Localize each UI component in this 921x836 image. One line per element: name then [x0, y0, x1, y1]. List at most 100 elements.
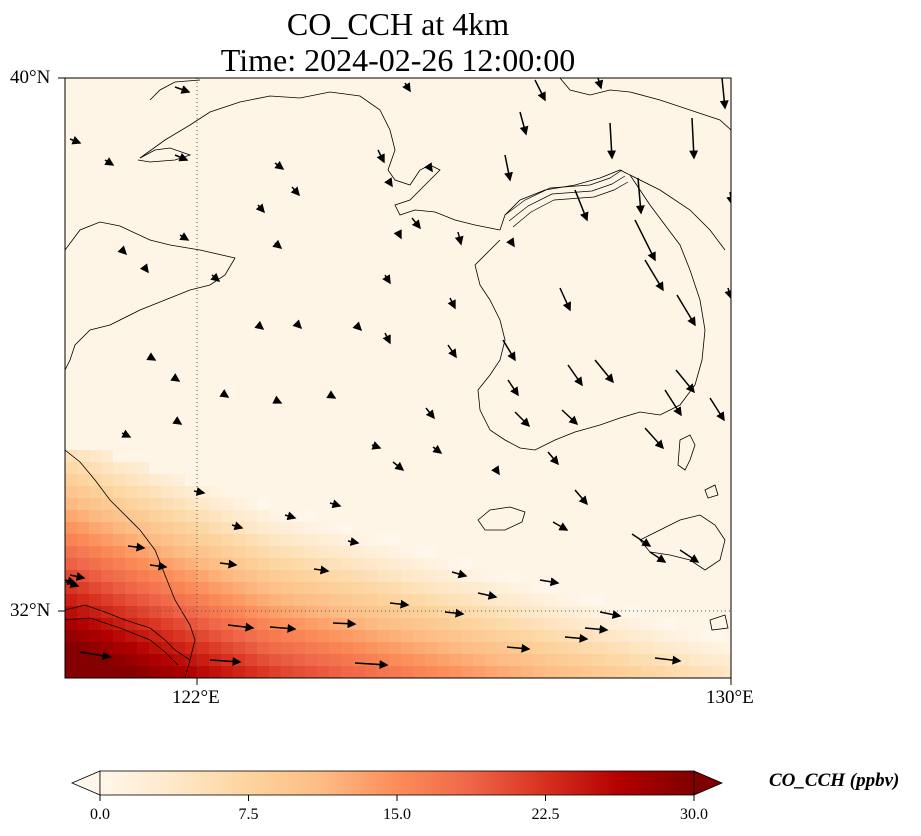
field-cell [461, 462, 474, 475]
field-cell [257, 474, 270, 487]
field-cell [449, 654, 462, 667]
field-cell [497, 582, 510, 595]
field-cell [665, 270, 678, 283]
field-cell [185, 390, 198, 403]
field-cell [497, 258, 510, 271]
field-cell [425, 318, 438, 331]
field-cell [413, 522, 426, 535]
field-cell [593, 342, 606, 355]
field-cell [293, 546, 306, 559]
field-cell [245, 450, 258, 463]
field-cell [149, 462, 162, 475]
field-cell [569, 462, 582, 475]
field-cell [497, 306, 510, 319]
field-cell [473, 618, 486, 631]
field-cell [317, 630, 330, 643]
field-cell [293, 642, 306, 655]
field-cell [221, 534, 234, 547]
field-cell [269, 414, 282, 427]
field-cell [173, 222, 186, 235]
field-cell [461, 330, 474, 343]
field-cell [161, 450, 174, 463]
field-cell [413, 198, 426, 211]
field-cell [413, 282, 426, 295]
field-cell [413, 642, 426, 655]
field-cell [593, 306, 606, 319]
field-cell [629, 162, 642, 175]
wind-arrow [599, 610, 622, 619]
colorbar-tick-3: 22.5 [531, 806, 560, 823]
field-cell [329, 354, 342, 367]
field-cell [401, 246, 414, 259]
field-cell [629, 474, 642, 487]
field-cell [365, 486, 378, 499]
field-cell [209, 534, 222, 547]
field-cell [545, 414, 558, 427]
field-cell [257, 246, 270, 259]
field-cell [569, 630, 582, 643]
field-cell [149, 534, 162, 547]
field-cell [713, 450, 726, 463]
field-cell [305, 510, 318, 523]
field-cell [245, 246, 258, 259]
field-cell [377, 594, 390, 607]
field-cell [533, 618, 546, 631]
field-cell [521, 630, 534, 643]
field-cell [161, 258, 174, 271]
field-cell [257, 354, 270, 367]
field-cell [485, 186, 498, 199]
field-cell [221, 318, 234, 331]
field-cell [473, 222, 486, 235]
field-cell [509, 162, 522, 175]
field-cell [569, 498, 582, 511]
field-cell [569, 174, 582, 187]
field-cell [677, 570, 690, 583]
field-cell [221, 402, 234, 415]
field-cell [209, 354, 222, 367]
field-cell [425, 342, 438, 355]
field-cell [497, 510, 510, 523]
field-cell [89, 378, 102, 391]
field-cell [317, 198, 330, 211]
field-cell [521, 666, 534, 678]
field-cell [389, 210, 402, 223]
wind-arrow [634, 219, 656, 262]
field-cell [701, 318, 714, 331]
field-cell [161, 474, 174, 487]
field-cell [509, 222, 522, 235]
field-cell [77, 546, 90, 559]
field-cell [641, 282, 654, 295]
field-cell [341, 138, 354, 151]
field-cell [497, 78, 510, 91]
field-cell [521, 282, 534, 295]
field-cell [269, 258, 282, 271]
field-cell [533, 522, 546, 535]
field-cell [569, 378, 582, 391]
field-cell [149, 342, 162, 355]
field-cell [233, 402, 246, 415]
field-cell [569, 306, 582, 319]
field-cell [689, 258, 702, 271]
field-cell [665, 486, 678, 499]
field-cell [365, 222, 378, 235]
field-cell [221, 378, 234, 391]
field-cell [269, 486, 282, 499]
field-cell [329, 606, 342, 619]
field-cell [437, 174, 450, 187]
field-cell [209, 630, 222, 643]
field-cell [713, 522, 726, 535]
field-cell [173, 534, 186, 547]
field-cell [377, 126, 390, 139]
field-cell [317, 582, 330, 595]
field-cell [581, 246, 594, 259]
field-cell [485, 438, 498, 451]
field-cell [113, 558, 126, 571]
field-cell [377, 354, 390, 367]
field-cell [389, 342, 402, 355]
field-cell [425, 114, 438, 127]
field-cell [557, 498, 570, 511]
field-cell [65, 606, 78, 619]
field-cell [317, 498, 330, 511]
field-cell [653, 198, 666, 211]
field-cell [281, 198, 294, 211]
